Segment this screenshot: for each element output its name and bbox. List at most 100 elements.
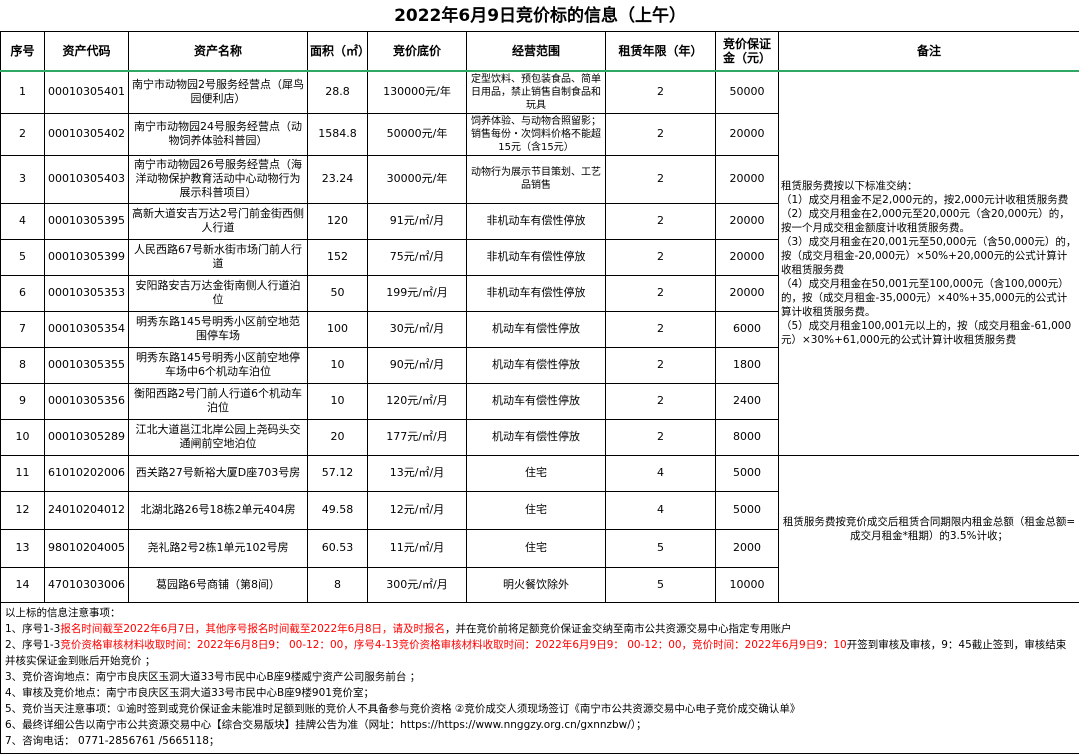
cell-name: 江北大道邕江北岸公园上尧码头交通闸前空地泊位	[129, 419, 308, 455]
cell-scope: 机动车有偿性停放	[467, 311, 606, 347]
cell-no: 8	[1, 347, 45, 383]
cell-area: 100	[308, 311, 368, 347]
cell-price: 30000元/年	[368, 155, 467, 203]
cell-deposit: 6000	[716, 311, 779, 347]
cell-area: 60.53	[308, 529, 368, 567]
cell-code: 24010204012	[45, 491, 129, 529]
note-4: 4、审核及竞价地点：南宁市良庆区玉洞大道33号市民中心B座9楼901竞价室；	[5, 685, 1075, 701]
column-header: 序号	[1, 32, 45, 72]
cell-price: 30元/㎡/月	[368, 311, 467, 347]
note-7: 7、咨询电话： 0771-2856761 /5665118；	[5, 733, 1075, 749]
note-2: 2、序号1-3竞价资格审核材料收取时间：2022年6月8日9： 00-12：00…	[5, 637, 1075, 669]
cell-deposit: 20000	[716, 203, 779, 239]
cell-price: 130000元/年	[368, 71, 467, 113]
cell-years: 2	[606, 383, 716, 419]
cell-price: 12元/㎡/月	[368, 491, 467, 529]
cell-deposit: 10000	[716, 567, 779, 602]
cell-name: 明秀东路145号明秀小区前空地停车场中6个机动车泊位	[129, 347, 308, 383]
cell-deposit: 20000	[716, 239, 779, 275]
cell-area: 20	[308, 419, 368, 455]
cell-scope: 非机动车有偿性停放	[467, 239, 606, 275]
cell-price: 11元/㎡/月	[368, 529, 467, 567]
cell-area: 120	[308, 203, 368, 239]
column-header: 备注	[779, 32, 1079, 72]
cell-price: 120元/㎡/月	[368, 383, 467, 419]
cell-no: 9	[1, 383, 45, 419]
column-header: 租赁年限（年）	[606, 32, 716, 72]
cell-code: 00010305356	[45, 383, 129, 419]
cell-area: 10	[308, 383, 368, 419]
cell-years: 2	[606, 311, 716, 347]
cell-price: 75元/㎡/月	[368, 239, 467, 275]
cell-name: 西关路27号新裕大厦D座703号房	[129, 455, 308, 491]
cell-scope: 动物行为展示节目策划、工艺品销售	[467, 155, 606, 203]
cell-name: 人民西路67号新水街市场门前人行道	[129, 239, 308, 275]
cell-area: 57.12	[308, 455, 368, 491]
cell-name: 明秀东路145号明秀小区前空地范围停车场	[129, 311, 308, 347]
column-header: 竞价底价	[368, 32, 467, 72]
cell-name: 衡阳西路2号门前人行道6个机动车泊位	[129, 383, 308, 419]
cell-scope: 机动车有偿性停放	[467, 419, 606, 455]
cell-years: 2	[606, 347, 716, 383]
cell-deposit: 20000	[716, 155, 779, 203]
remark-line: （4）成交月租金在50,001元至100,000元（含100,000元）的，按（…	[781, 277, 1077, 319]
column-header: 竞价保证金（元）	[716, 32, 779, 72]
cell-code: 61010202006	[45, 455, 129, 491]
note-1: 1、序号1-3报名时间截至2022年6月7日，其他序号报名时间截至2022年6月…	[5, 621, 1075, 637]
cell-no: 1	[1, 71, 45, 113]
cell-area: 8	[308, 567, 368, 602]
cell-price: 199元/㎡/月	[368, 275, 467, 311]
remark-line: （3）成交月租金在20,001元至50,000元（含50,000元）的，按（成交…	[781, 235, 1077, 277]
cell-code: 00010305399	[45, 239, 129, 275]
cell-price: 91元/㎡/月	[368, 203, 467, 239]
cell-scope: 住宅	[467, 455, 606, 491]
cell-area: 28.8	[308, 71, 368, 113]
cell-code: 00010305354	[45, 311, 129, 347]
cell-no: 13	[1, 529, 45, 567]
cell-no: 11	[1, 455, 45, 491]
remark-line: （1）成交月租金不足2,000元的，按2,000元计收租赁服务费	[781, 193, 1077, 207]
cell-name: 葛园路6号商铺（第8间）	[129, 567, 308, 602]
cell-no: 2	[1, 113, 45, 155]
cell-name: 安阳路安吉万达金街南侧人行道泊位	[129, 275, 308, 311]
cell-years: 4	[606, 491, 716, 529]
column-header: 经营范围	[467, 32, 606, 72]
cell-years: 5	[606, 567, 716, 602]
cell-years: 2	[606, 71, 716, 113]
cell-area: 152	[308, 239, 368, 275]
cell-price: 177元/㎡/月	[368, 419, 467, 455]
cell-scope: 机动车有偿性停放	[467, 347, 606, 383]
column-header: 资产代码	[45, 32, 129, 72]
cell-scope: 定型饮料、预包装食品、简单日用品，禁止销售自制食品和玩具	[467, 71, 606, 113]
cell-code: 00010305353	[45, 275, 129, 311]
cell-code: 00010305403	[45, 155, 129, 203]
note-3: 3、竞价咨询地点：南宁市良庆区玉洞大道33号市民中心B座9楼威宁资产公司服务前台…	[5, 669, 1075, 685]
cell-no: 10	[1, 419, 45, 455]
cell-deposit: 2400	[716, 383, 779, 419]
remark-line: （2）成交月租金在2,000元至20,000元（含20,000元）的，按一个月成…	[781, 207, 1077, 235]
cell-no: 7	[1, 311, 45, 347]
cell-code: 00010305395	[45, 203, 129, 239]
column-header: 面积（㎡）	[308, 32, 368, 72]
cell-no: 6	[1, 275, 45, 311]
remark-rent-fee-tiers: 租赁服务费按以下标准交纳：（1）成交月租金不足2,000元的，按2,000元计收…	[779, 71, 1079, 455]
cell-code: 98010204005	[45, 529, 129, 567]
cell-scope: 非机动车有偿性停放	[467, 203, 606, 239]
cell-years: 2	[606, 203, 716, 239]
cell-deposit: 5000	[716, 491, 779, 529]
cell-years: 2	[606, 155, 716, 203]
cell-scope: 机动车有偿性停放	[467, 383, 606, 419]
column-header: 资产名称	[129, 32, 308, 72]
cell-deposit: 50000	[716, 71, 779, 113]
notes-section: 以上标的信息注意事项： 1、序号1-3报名时间截至2022年6月7日，其他序号报…	[1, 602, 1079, 753]
cell-name: 高新大道安吉万达2号门前金街西侧人行道	[129, 203, 308, 239]
remark-line: 租赁服务费按以下标准交纳：	[781, 179, 1077, 193]
cell-scope: 明火餐饮除外	[467, 567, 606, 602]
cell-no: 5	[1, 239, 45, 275]
notes-heading: 以上标的信息注意事项：	[5, 605, 1075, 621]
cell-area: 50	[308, 275, 368, 311]
cell-name: 南宁市动物园26号服务经营点（海洋动物保护教育活动中心动物行为展示科普项目）	[129, 155, 308, 203]
cell-deposit: 5000	[716, 455, 779, 491]
